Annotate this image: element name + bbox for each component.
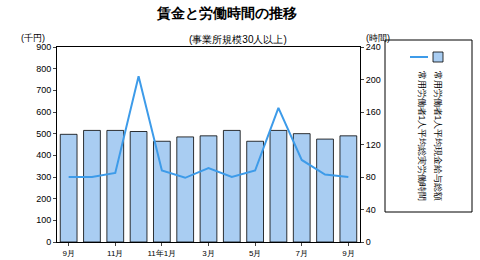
svg-text:11月: 11月 [107, 249, 123, 258]
svg-text:100: 100 [36, 215, 51, 225]
svg-text:80: 80 [366, 172, 376, 182]
svg-text:9月: 9月 [62, 249, 74, 258]
svg-text:5月: 5月 [249, 249, 261, 258]
svg-text:400: 400 [36, 150, 51, 160]
svg-text:500: 500 [36, 129, 51, 139]
svg-text:200: 200 [366, 75, 381, 85]
svg-text:常用労働者1人平均現金給与総額: 常用労働者1人平均現金給与総額 [433, 71, 443, 202]
svg-text:0: 0 [366, 237, 371, 247]
svg-text:800: 800 [36, 64, 51, 74]
svg-text:7月: 7月 [296, 249, 308, 258]
svg-text:(時間): (時間) [366, 33, 390, 43]
svg-text:300: 300 [36, 172, 51, 182]
svg-text:240: 240 [366, 42, 381, 52]
svg-text:700: 700 [36, 85, 51, 95]
svg-text:3月: 3月 [202, 249, 214, 258]
svg-text:常用労働者1人平均総実労働時間: 常用労働者1人平均総実労働時間 [417, 71, 427, 202]
svg-text:40: 40 [366, 205, 376, 215]
svg-text:900: 900 [36, 42, 51, 52]
svg-text:120: 120 [366, 140, 381, 150]
svg-text:9月: 9月 [342, 249, 354, 258]
svg-text:(事業所規模30人以上): (事業所規模30人以上) [189, 34, 287, 45]
svg-text:賃金と労働時間の推移: 賃金と労働時間の推移 [156, 5, 297, 21]
svg-text:0: 0 [46, 237, 51, 247]
svg-text:600: 600 [36, 107, 51, 117]
svg-text:160: 160 [366, 107, 381, 117]
svg-text:11年1月: 11年1月 [147, 249, 176, 258]
svg-text:200: 200 [36, 194, 51, 204]
svg-text:(千円): (千円) [21, 33, 45, 43]
